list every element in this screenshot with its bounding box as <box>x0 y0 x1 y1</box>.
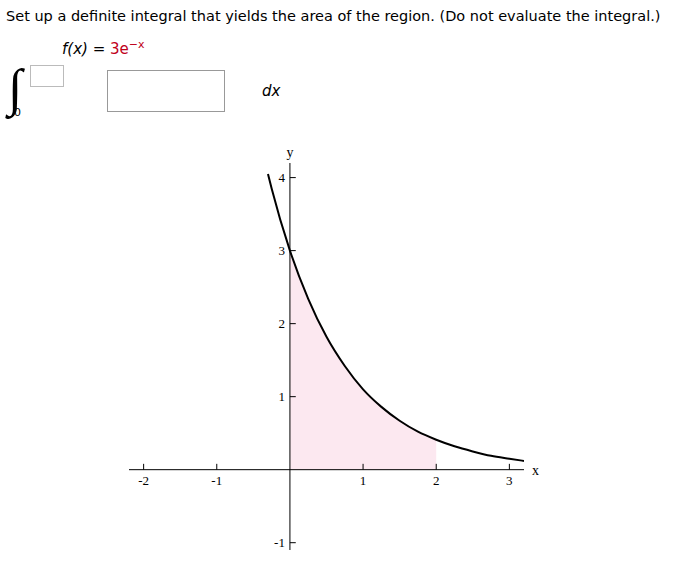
svg-text:-1: -1 <box>274 535 285 550</box>
svg-text:3: 3 <box>506 473 513 488</box>
svg-text:3: 3 <box>278 243 285 258</box>
html-text:f(x) = 3e−x: f(x) = 3e−x <box>62 38 145 58</box>
html-text:0: 0 <box>14 106 21 119</box>
svg-text:-2: -2 <box>138 473 149 488</box>
svg-text:2: 2 <box>433 473 440 488</box>
html-text:dx: dx <box>262 82 281 100</box>
svg-text:y: y <box>286 145 293 160</box>
svg-text:1: 1 <box>278 389 285 404</box>
svg-text:4: 4 <box>278 170 285 185</box>
html-text:Set up a definite integral tha: Set up a definite integral that yields t… <box>6 8 661 24</box>
svg-text:1: 1 <box>360 473 367 488</box>
svg-text:-1: -1 <box>211 473 222 488</box>
svg-text:x: x <box>532 463 539 478</box>
svg-text:2: 2 <box>278 316 285 331</box>
